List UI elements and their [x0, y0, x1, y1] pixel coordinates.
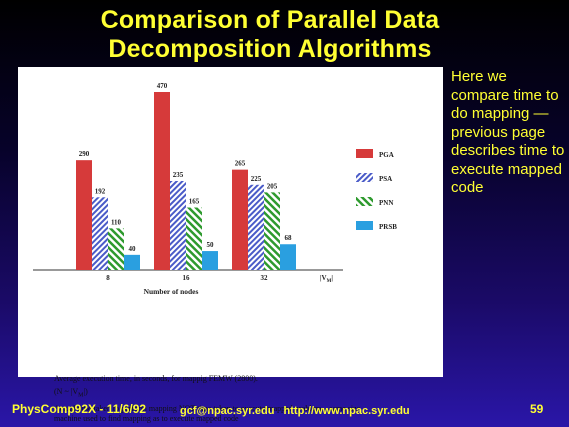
bar-pnn-8 [108, 228, 124, 270]
data-label-psa-8: 192 [95, 187, 106, 195]
figure-panel: 290 192 110 40 8 470 235 165 50 16 265 225 205 68 32 |V… [18, 67, 443, 423]
caption-line-1: Average execution time, in seconds, for … [54, 374, 258, 383]
bar-pga-8 [76, 160, 92, 270]
bar-prsb-32 [280, 244, 296, 270]
data-label-pga-32: 265 [235, 160, 246, 168]
data-label-pga-16: 470 [157, 82, 168, 90]
data-label-prsb-32: 68 [285, 234, 293, 242]
bar-pnn-16 [186, 207, 202, 270]
data-label-prsb-16: 50 [207, 241, 215, 249]
bar-pnn-32 [264, 192, 280, 270]
slide-title-line-2: Decomposition Algorithms [108, 35, 432, 63]
legend-swatch-psa [356, 173, 373, 182]
caption-line-3: Actual time taken to perform mapping NOT… [54, 403, 361, 423]
legend-swatch-pnn [356, 197, 373, 206]
data-label-pga-8: 290 [79, 150, 90, 158]
footer-contact: gcf@npac.syr.edu http://www.npac.syr.edu [180, 405, 410, 417]
bar-psa-8 [92, 197, 108, 270]
legend-label-pnn: PNN [379, 199, 393, 207]
bar-psa-16 [170, 181, 186, 270]
slide-title-line-1: Comparison of Parallel Data [100, 6, 440, 34]
data-label-psa-32: 225 [251, 175, 262, 183]
slide-number: 59 [530, 402, 544, 416]
x-tick-label-32: 32 [261, 274, 269, 282]
legend-swatch-pga [356, 149, 373, 158]
figure-caption: Average execution time, in seconds, for … [54, 374, 384, 427]
bar-chart: 290 192 110 40 8 470 235 165 50 16 265 225 205 68 32 |V… [33, 82, 397, 296]
x-tick-label-8: 8 [106, 274, 110, 282]
data-label-pnn-8: 110 [111, 218, 122, 226]
data-label-pnn-16: 165 [189, 198, 200, 206]
footer-course-date: PhysComp92X - 11/6/92 [12, 402, 147, 416]
bar-prsb-16 [202, 251, 218, 270]
slide-title: Comparison of Parallel Data Decompositio… [60, 6, 480, 64]
x-axis-label: Number of nodes [144, 287, 199, 296]
legend-label-psa: PSA [379, 175, 392, 183]
x-axis-tag: |VM| [320, 274, 333, 284]
legend-label-pga: PGA [379, 151, 394, 159]
legend-swatch-prsb [356, 221, 373, 230]
bar-prsb-8 [124, 254, 140, 270]
bar-pga-16 [154, 92, 170, 270]
legend-label-prsb: PRSB [379, 223, 397, 231]
side-note: Here we compare time to do mapping — pre… [451, 68, 565, 196]
bar-pga-32 [232, 169, 248, 270]
x-tick-label-16: 16 [183, 274, 191, 282]
bar-psa-32 [248, 184, 264, 270]
caption-line-2: (N ~ |VM|) [54, 387, 88, 399]
data-label-prsb-8: 40 [129, 245, 137, 253]
data-label-psa-16: 235 [173, 171, 184, 179]
data-label-pnn-32: 205 [267, 182, 278, 190]
